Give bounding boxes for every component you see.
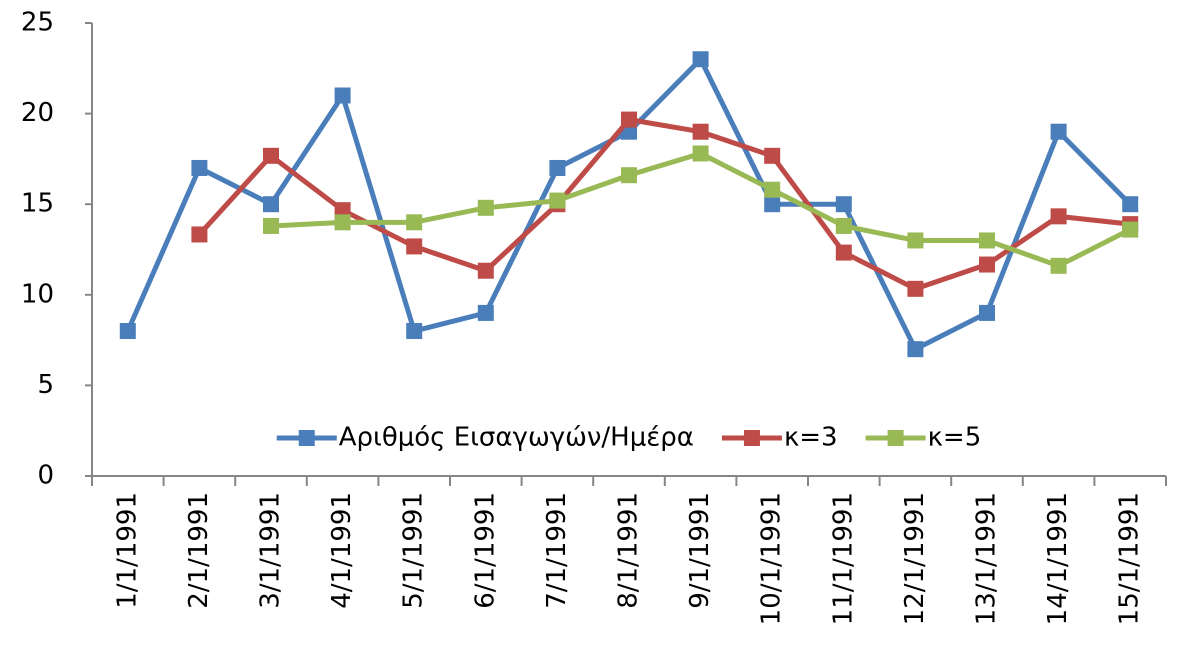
y-tick-label: 5 [37, 370, 54, 400]
x-tick-label: 7/1/1991 [542, 492, 572, 609]
marker [477, 199, 494, 216]
marker [979, 256, 995, 273]
marker [621, 167, 637, 184]
marker [621, 111, 637, 128]
marker [334, 87, 351, 104]
marker [477, 304, 494, 321]
marker [334, 214, 351, 231]
marker [907, 280, 924, 297]
marker [263, 196, 279, 213]
x-tick-label: 13/1/1991 [972, 492, 1002, 625]
marker [406, 238, 423, 255]
marker [835, 196, 852, 213]
x-tick-label: 3/1/1991 [256, 492, 286, 609]
marker [406, 323, 423, 340]
series-line [196, 117, 1133, 292]
x-tick-label: 8/1/1991 [614, 492, 644, 609]
marker [1050, 257, 1067, 274]
x-tick-label: 9/1/1991 [685, 492, 715, 609]
y-tick-label: 0 [37, 461, 54, 491]
marker [1050, 123, 1067, 140]
marker [477, 262, 494, 279]
marker [263, 217, 279, 234]
marker [263, 147, 279, 164]
x-tick-label: 12/1/1991 [900, 492, 930, 625]
marker [764, 147, 781, 164]
x-tick-label: 5/1/1991 [399, 492, 429, 609]
marker [1050, 208, 1067, 225]
legend-label: Αριθμός Εισαγωγών/Ημέρα [339, 423, 694, 453]
legend: Αριθμός Εισαγωγών/Ημέρα κ=3 κ=5 [276, 423, 982, 453]
legend-label: κ=3 [784, 423, 838, 453]
marker [764, 181, 781, 198]
y-tick-label: 15 [21, 189, 54, 219]
marker [979, 232, 995, 249]
marker [334, 202, 351, 219]
marker [907, 232, 924, 249]
marker [406, 214, 423, 231]
x-tick-label: 2/1/1991 [184, 492, 214, 609]
marker [1122, 221, 1139, 238]
y-tick-label: 25 [21, 8, 54, 38]
marker [835, 217, 852, 234]
marker [692, 123, 709, 140]
legend-marker [298, 430, 315, 446]
y-tick-label: 10 [21, 279, 54, 309]
x-tick-label: 11/1/1991 [828, 492, 858, 625]
x-tick-label: 1/1/1991 [112, 492, 142, 609]
series-line [268, 150, 1133, 269]
marker [692, 145, 709, 162]
marker [119, 323, 136, 340]
x-tick-label: 10/1/1991 [757, 492, 787, 625]
marker [979, 304, 995, 321]
marker [835, 244, 852, 261]
x-tick-label: 14/1/1991 [1043, 492, 1073, 625]
legend-marker [743, 430, 760, 446]
x-tick-label: 6/1/1991 [470, 492, 500, 609]
y-tick-label: 20 [21, 98, 54, 128]
marker [191, 226, 208, 243]
x-tick-label: 4/1/1991 [327, 492, 357, 609]
marker [692, 51, 709, 68]
marker [1122, 196, 1139, 213]
marker [191, 159, 208, 176]
marker [549, 192, 566, 209]
legend-marker [887, 430, 904, 446]
x-tick-label: 15/1/1991 [1115, 492, 1145, 625]
marker [549, 159, 566, 176]
legend-label: κ=5 [928, 423, 982, 453]
marker [907, 341, 924, 358]
marker [764, 196, 781, 213]
